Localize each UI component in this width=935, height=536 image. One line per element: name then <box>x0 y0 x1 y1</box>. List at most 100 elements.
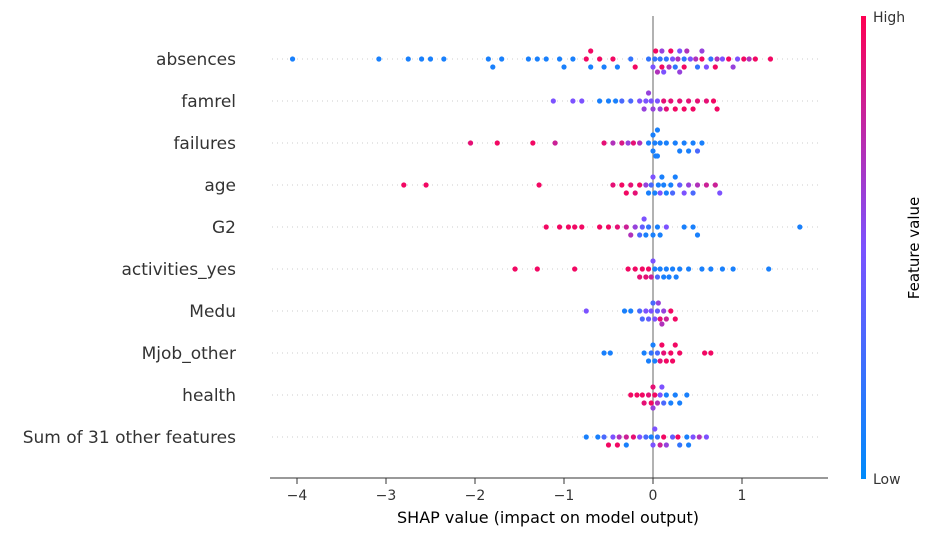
shap-point <box>652 266 658 272</box>
shap-point <box>708 266 714 272</box>
shap-point <box>719 56 726 62</box>
shap-point <box>663 442 669 448</box>
shap-point <box>699 56 705 62</box>
shap-point <box>654 350 661 356</box>
shap-point <box>686 182 692 188</box>
shap-point <box>645 90 652 96</box>
shap-point <box>657 140 663 146</box>
shap-point <box>654 400 661 406</box>
shap-point <box>693 56 699 62</box>
shap-point <box>663 358 669 364</box>
shap-point <box>530 140 536 146</box>
shap-point <box>655 300 661 306</box>
shap-point <box>696 434 702 440</box>
shap-point <box>628 98 634 104</box>
shap-point <box>657 316 663 322</box>
shap-point <box>657 232 663 238</box>
shap-point <box>710 98 717 104</box>
shap-point <box>619 182 625 188</box>
shap-point <box>730 64 736 70</box>
shap-point <box>579 224 585 230</box>
shap-point <box>677 69 683 75</box>
shap-point <box>661 98 667 104</box>
shap-point <box>650 132 656 138</box>
shap-point <box>650 342 656 348</box>
colorbar-low-label: Low <box>873 472 901 488</box>
shap-point <box>614 442 621 448</box>
shap-point <box>490 64 496 70</box>
shap-point <box>610 182 616 188</box>
shap-point <box>669 266 676 272</box>
shap-point <box>655 182 661 188</box>
shap-point <box>797 224 803 230</box>
shap-point <box>628 56 634 62</box>
shap-point <box>677 400 683 406</box>
shap-point <box>652 190 658 196</box>
shap-point <box>623 224 629 230</box>
shap-point <box>672 316 678 322</box>
shap-point <box>643 308 649 314</box>
shap-point <box>441 56 447 62</box>
shap-point <box>637 308 643 314</box>
shap-point <box>684 48 690 54</box>
shap-point <box>677 148 683 154</box>
shap-point <box>652 392 658 398</box>
shap-point <box>661 69 667 75</box>
shap-point <box>661 182 667 188</box>
shap-point <box>605 442 612 448</box>
shap-point <box>654 98 661 104</box>
shap-point <box>650 384 656 390</box>
shap-point <box>663 224 669 230</box>
shap-point <box>659 384 665 390</box>
shap-point <box>605 98 612 104</box>
shap-point <box>648 182 654 188</box>
shap-point <box>601 434 607 440</box>
shap-point <box>661 350 667 356</box>
shap-point <box>654 308 661 314</box>
feature-label: Medu <box>189 302 236 322</box>
shap-point <box>702 350 708 356</box>
shap-point <box>623 442 629 448</box>
feature-label: G2 <box>212 218 236 238</box>
shap-point <box>570 56 576 62</box>
shap-point <box>677 98 683 104</box>
shap-point <box>556 56 563 62</box>
shap-point <box>641 400 647 406</box>
shap-point <box>677 182 683 188</box>
shap-point <box>634 392 640 398</box>
shap-point <box>714 56 720 62</box>
shap-point <box>652 56 658 62</box>
shap-point <box>650 442 656 448</box>
shap-point <box>641 216 647 222</box>
shap-point <box>423 182 429 188</box>
shap-point <box>588 64 594 70</box>
shap-point <box>681 64 687 70</box>
shap-point <box>597 56 603 62</box>
feature-labels: absences famrel failures age G2 activities_ye… <box>23 50 236 448</box>
shap-point <box>376 56 382 62</box>
shap-point <box>623 190 629 196</box>
shap-point <box>583 434 589 440</box>
shap-point <box>677 48 683 54</box>
shap-point <box>643 98 649 104</box>
shap-point <box>672 106 678 112</box>
shap-point <box>583 56 589 62</box>
shap-point <box>663 140 669 146</box>
shap-point <box>684 434 690 440</box>
shap-point <box>694 148 701 154</box>
shap-point <box>666 64 672 70</box>
shap-point <box>652 358 658 364</box>
shap-point <box>512 266 518 272</box>
feature-label: absences <box>156 50 236 70</box>
shap-point <box>628 392 634 398</box>
shap-point <box>650 405 656 411</box>
shap-point <box>717 190 723 196</box>
shap-point <box>654 153 661 159</box>
shap-point <box>657 358 663 364</box>
x-tick-label: −1 <box>554 488 575 504</box>
shap-point <box>666 274 672 280</box>
shap-point <box>694 98 701 104</box>
shap-point <box>643 182 649 188</box>
shap-point <box>639 316 645 322</box>
shap-point <box>654 434 661 440</box>
